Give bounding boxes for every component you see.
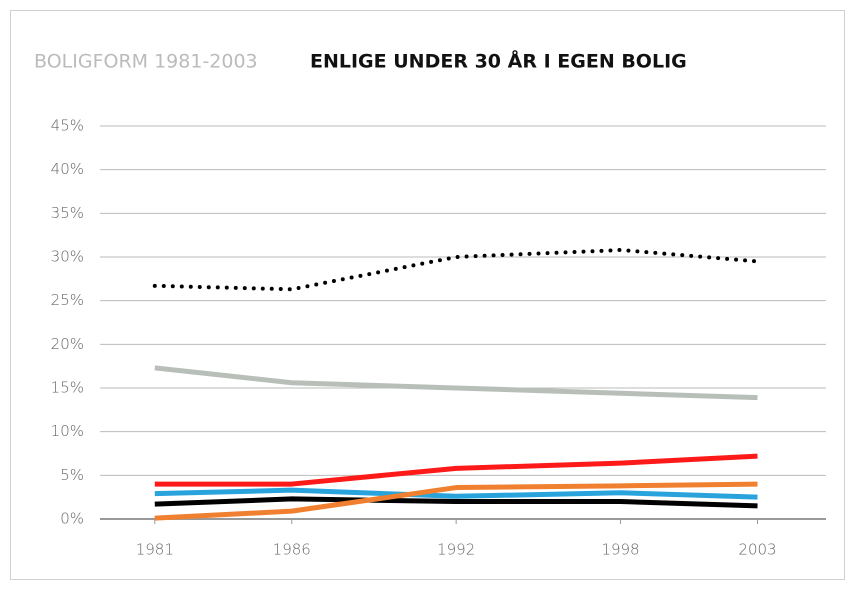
y-tick-label: 40%: [51, 160, 84, 178]
y-tick-label: 25%: [51, 291, 84, 309]
frame: [10, 10, 845, 580]
x-tick-label: 2003: [738, 541, 776, 559]
y-tick-label: 10%: [51, 422, 84, 440]
y-tick-label: 15%: [51, 379, 84, 397]
x-tick-label: 1986: [273, 541, 311, 559]
series-line: [154, 481, 758, 521]
y-tick-label: 20%: [51, 335, 84, 353]
series-line: [154, 496, 758, 509]
series-line: [152, 248, 760, 292]
y-tick-label: 45%: [51, 117, 84, 135]
series-line: [154, 365, 758, 401]
y-tick-label: 30%: [51, 248, 84, 266]
y-tick-label: 0%: [60, 510, 84, 528]
x-tick-label: 1981: [136, 541, 174, 559]
y-tick-label: 5%: [60, 466, 84, 484]
chart-title: ENLIGE UNDER 30 ÅR I EGEN BOLIG: [310, 49, 687, 73]
x-tick-label: 1998: [601, 541, 639, 559]
series-line: [154, 487, 758, 500]
chart-subtitle: BOLIGFORM 1981-2003: [34, 51, 258, 73]
series-line: [154, 453, 758, 487]
y-tick-label: 35%: [51, 204, 84, 222]
x-tick-label: 1992: [437, 541, 475, 559]
